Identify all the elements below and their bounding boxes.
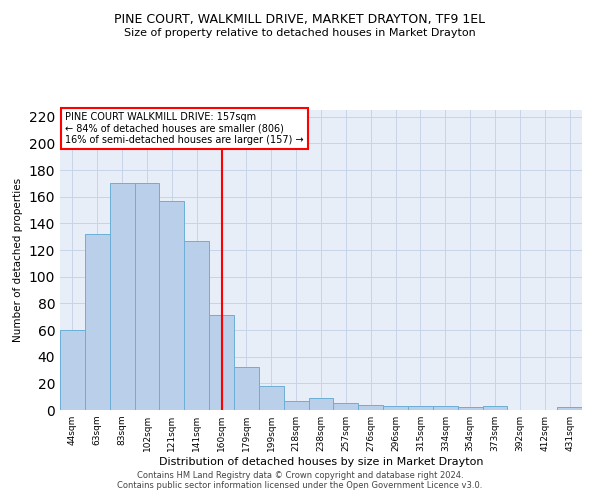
Bar bbox=[184, 240, 209, 410]
Bar bbox=[110, 184, 134, 410]
Bar bbox=[209, 316, 234, 410]
Text: PINE COURT, WALKMILL DRIVE, MARKET DRAYTON, TF9 1EL: PINE COURT, WALKMILL DRIVE, MARKET DRAYT… bbox=[115, 12, 485, 26]
Bar bbox=[383, 406, 408, 410]
Bar bbox=[60, 330, 85, 410]
Bar bbox=[482, 406, 508, 410]
Bar bbox=[433, 406, 458, 410]
Bar bbox=[134, 184, 160, 410]
Text: Contains public sector information licensed under the Open Government Licence v3: Contains public sector information licen… bbox=[118, 481, 482, 490]
Bar bbox=[259, 386, 284, 410]
Bar bbox=[160, 200, 184, 410]
Bar bbox=[85, 234, 110, 410]
X-axis label: Distribution of detached houses by size in Market Drayton: Distribution of detached houses by size … bbox=[159, 457, 483, 467]
Text: Contains HM Land Registry data © Crown copyright and database right 2024.: Contains HM Land Registry data © Crown c… bbox=[137, 471, 463, 480]
Y-axis label: Number of detached properties: Number of detached properties bbox=[13, 178, 23, 342]
Bar bbox=[308, 398, 334, 410]
Bar bbox=[234, 368, 259, 410]
Bar bbox=[408, 406, 433, 410]
Text: PINE COURT WALKMILL DRIVE: 157sqm
← 84% of detached houses are smaller (806)
16%: PINE COURT WALKMILL DRIVE: 157sqm ← 84% … bbox=[65, 112, 304, 144]
Bar bbox=[458, 408, 482, 410]
Bar bbox=[557, 408, 582, 410]
Bar bbox=[284, 400, 308, 410]
Bar bbox=[334, 404, 358, 410]
Text: Size of property relative to detached houses in Market Drayton: Size of property relative to detached ho… bbox=[124, 28, 476, 38]
Bar bbox=[358, 404, 383, 410]
